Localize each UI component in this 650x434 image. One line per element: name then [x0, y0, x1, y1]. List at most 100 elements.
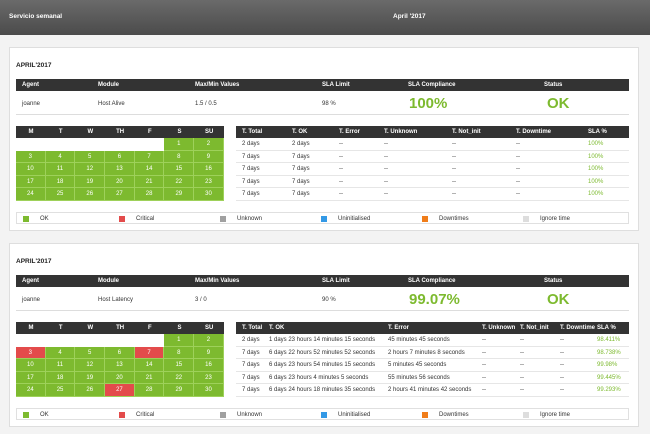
th-ok: T. OK — [292, 129, 308, 135]
th-unknown: T. Unknown — [482, 325, 516, 331]
weekly-table: T. Total T. OK T. Error T. Unknown T. No… — [236, 126, 629, 201]
calendar-day: 14 — [134, 359, 165, 372]
calendar-day: 22 — [164, 175, 195, 189]
calendar-day: 13 — [105, 163, 135, 176]
weekday-label: SU — [205, 325, 214, 331]
calendar-empty-cell — [134, 138, 165, 151]
calendar-empty-cell — [75, 334, 106, 347]
summary-row: joanne Host Alive 1.5 / 0.5 98 % 100% OK — [16, 93, 629, 115]
cell-not-init: -- — [452, 191, 456, 198]
col-maxmin: Max/Min Values — [195, 278, 240, 284]
cell-error: -- — [339, 153, 343, 160]
cell-error: 45 minutes 45 seconds — [388, 337, 450, 343]
calendar-day: 13 — [105, 359, 135, 372]
th-unknown: T. Unknown — [384, 129, 418, 135]
legend-label: Uninitialised — [338, 412, 371, 418]
cell-error: 5 minutes 45 seconds — [388, 362, 447, 369]
cell-ok: 1 days 23 hours 14 minutes 15 seconds — [269, 337, 376, 343]
cell-total: 7 days — [242, 387, 260, 394]
legend-swatch — [321, 216, 327, 222]
th-sla: SLA % — [588, 129, 607, 135]
calendar-day: 25 — [45, 188, 76, 201]
cell-unknown: -- — [482, 374, 486, 381]
cell-total: 7 days — [242, 191, 260, 198]
cell-not-init: -- — [520, 362, 524, 369]
calendar-day: 1 — [164, 334, 195, 347]
calendar-day: 3 — [16, 150, 46, 164]
legend-swatch — [523, 412, 529, 418]
cell-not-init: -- — [452, 141, 456, 147]
calendar-day: 19 — [75, 175, 106, 189]
calendar-empty-cell — [105, 334, 135, 347]
col-maxmin: Max/Min Values — [195, 82, 240, 88]
calendar-grid: 1 2 3 4 5 6 7 8 9 10 11 12 13 14 15 16 17 18 19 20 21 22 23 24 2… — [16, 138, 224, 201]
section-title: APRIL'2017 — [16, 62, 52, 69]
cell-not-init: -- — [520, 374, 524, 381]
col-sla-compliance: SLA Compliance — [408, 82, 456, 88]
cell-total: 7 days — [242, 166, 260, 173]
cell-unknown: -- — [482, 349, 486, 356]
calendar-day: 18 — [45, 371, 76, 385]
col-status: Status — [544, 278, 563, 284]
weekday-label: S — [177, 325, 182, 331]
legend-label: Critical — [136, 412, 155, 418]
cell-ok: 2 days — [292, 141, 310, 147]
cell-ok: 6 days 23 hours 54 minutes 15 seconds — [269, 362, 376, 369]
cell-downtime: -- — [560, 362, 564, 369]
cell-downtime: -- — [560, 349, 564, 356]
calendar-day: 20 — [105, 175, 135, 189]
calendar-day: 18 — [45, 175, 76, 189]
calendar-day: 6 — [105, 150, 135, 164]
weekday-label: M — [28, 325, 34, 331]
col-sla-limit: SLA Limit — [322, 278, 350, 284]
legend-swatch — [321, 412, 327, 418]
module-name: Host Latency — [98, 297, 134, 303]
calendar-day: 11 — [45, 163, 76, 176]
cell-downtime: -- — [516, 178, 520, 185]
weekday-label: T — [58, 129, 63, 135]
sla-limit: 98 % — [322, 101, 336, 107]
cell-sla: 100% — [588, 178, 604, 185]
cell-not-init: -- — [452, 166, 456, 173]
calendar-empty-cell — [45, 334, 76, 347]
calendar-empty-cell — [45, 138, 76, 151]
table-row: 2 days 2 days -- -- -- -- 100% — [236, 138, 629, 151]
legend-label: Downtimes — [439, 412, 469, 418]
calendar: M T W TH F S SU 1 2 3 4 5 6 7 8 9 10 11 12 13 14 15 16 17 18 19 2… — [16, 126, 224, 201]
cell-ok: 7 days — [292, 153, 310, 160]
calendar-day: 4 — [45, 346, 76, 360]
th-total: T. Total — [242, 129, 263, 135]
cell-ok: 7 days — [292, 166, 310, 173]
calendar-day: 15 — [164, 359, 195, 372]
legend: OK Critical Unknown Uninitialised Downtimes I… — [16, 212, 629, 224]
col-module: Module — [98, 278, 119, 284]
cell-total: 7 days — [242, 349, 260, 356]
calendar-day: 2 — [194, 334, 224, 347]
legend-label: OK — [40, 412, 49, 418]
cell-not-init: -- — [452, 178, 456, 185]
th-ok: T. OK — [269, 325, 285, 331]
weekly-table-body: 2 days 2 days -- -- -- -- 100% 7 days 7 days -- --… — [236, 138, 629, 201]
calendar-empty-cell — [75, 138, 106, 151]
weekday-label: TH — [116, 129, 125, 135]
table-row: 7 days 7 days -- -- -- -- 100% — [236, 188, 629, 201]
summary-row: joanne Host Latency 3 / 0 90 % 99.07% OK — [16, 289, 629, 311]
cell-error: 2 hours 41 minutes 42 seconds — [388, 387, 472, 394]
calendar-day: 27 — [105, 384, 135, 397]
calendar-day: 1 — [164, 138, 195, 151]
calendar-empty-cell — [134, 334, 165, 347]
calendar-day: 7 — [134, 346, 165, 360]
legend-label: OK — [40, 216, 49, 222]
status-badge: OK — [547, 95, 570, 112]
cell-error: -- — [339, 166, 343, 173]
cell-ok: 6 days 24 hours 18 minutes 35 seconds — [269, 387, 376, 394]
summary-header: Agent Module Max/Min Values SLA Limit SL… — [16, 79, 629, 91]
legend-swatch — [119, 412, 125, 418]
legend: OK Critical Unknown Uninitialised Downtimes I… — [16, 408, 629, 420]
th-error: T. Error — [339, 129, 361, 135]
calendar-day: 28 — [134, 188, 165, 201]
cell-sla: 99.293% — [597, 387, 621, 394]
cell-sla: 100% — [588, 191, 604, 198]
summary-header: Agent Module Max/Min Values SLA Limit SL… — [16, 275, 629, 287]
col-agent: Agent — [22, 82, 39, 88]
